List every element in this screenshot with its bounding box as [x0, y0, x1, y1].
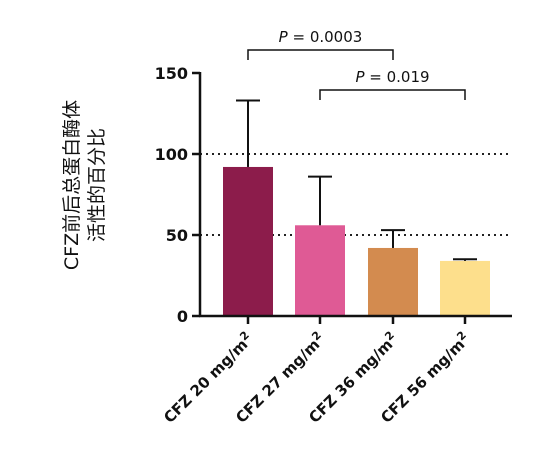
- y-tick-label: 50: [166, 226, 188, 245]
- bar: [223, 166, 273, 316]
- p-value-label: P = 0.019: [355, 68, 429, 86]
- y-axis-label-line: 活性的百分比: [86, 128, 108, 242]
- p-value-label: P = 0.0003: [279, 28, 363, 46]
- y-tick-label: 100: [155, 145, 188, 164]
- significance-annotations: P = 0.0003 P = 0.019: [247, 28, 466, 100]
- axes: 0 50 100 150: [155, 64, 512, 326]
- y-tick-label: 0: [177, 307, 188, 326]
- y-axis-label: CFZ前后总蛋白酶体 活性的百分比: [61, 100, 108, 270]
- bar: [368, 247, 418, 316]
- significance-bracket: [247, 49, 394, 60]
- significance-bracket: [319, 89, 466, 100]
- y-axis-label-line: CFZ前后总蛋白酶体: [61, 100, 83, 270]
- bars: [223, 99, 490, 316]
- y-tick-label: 150: [155, 64, 188, 83]
- reference-lines: [200, 153, 512, 236]
- bar: [295, 225, 345, 316]
- bar: [440, 260, 490, 316]
